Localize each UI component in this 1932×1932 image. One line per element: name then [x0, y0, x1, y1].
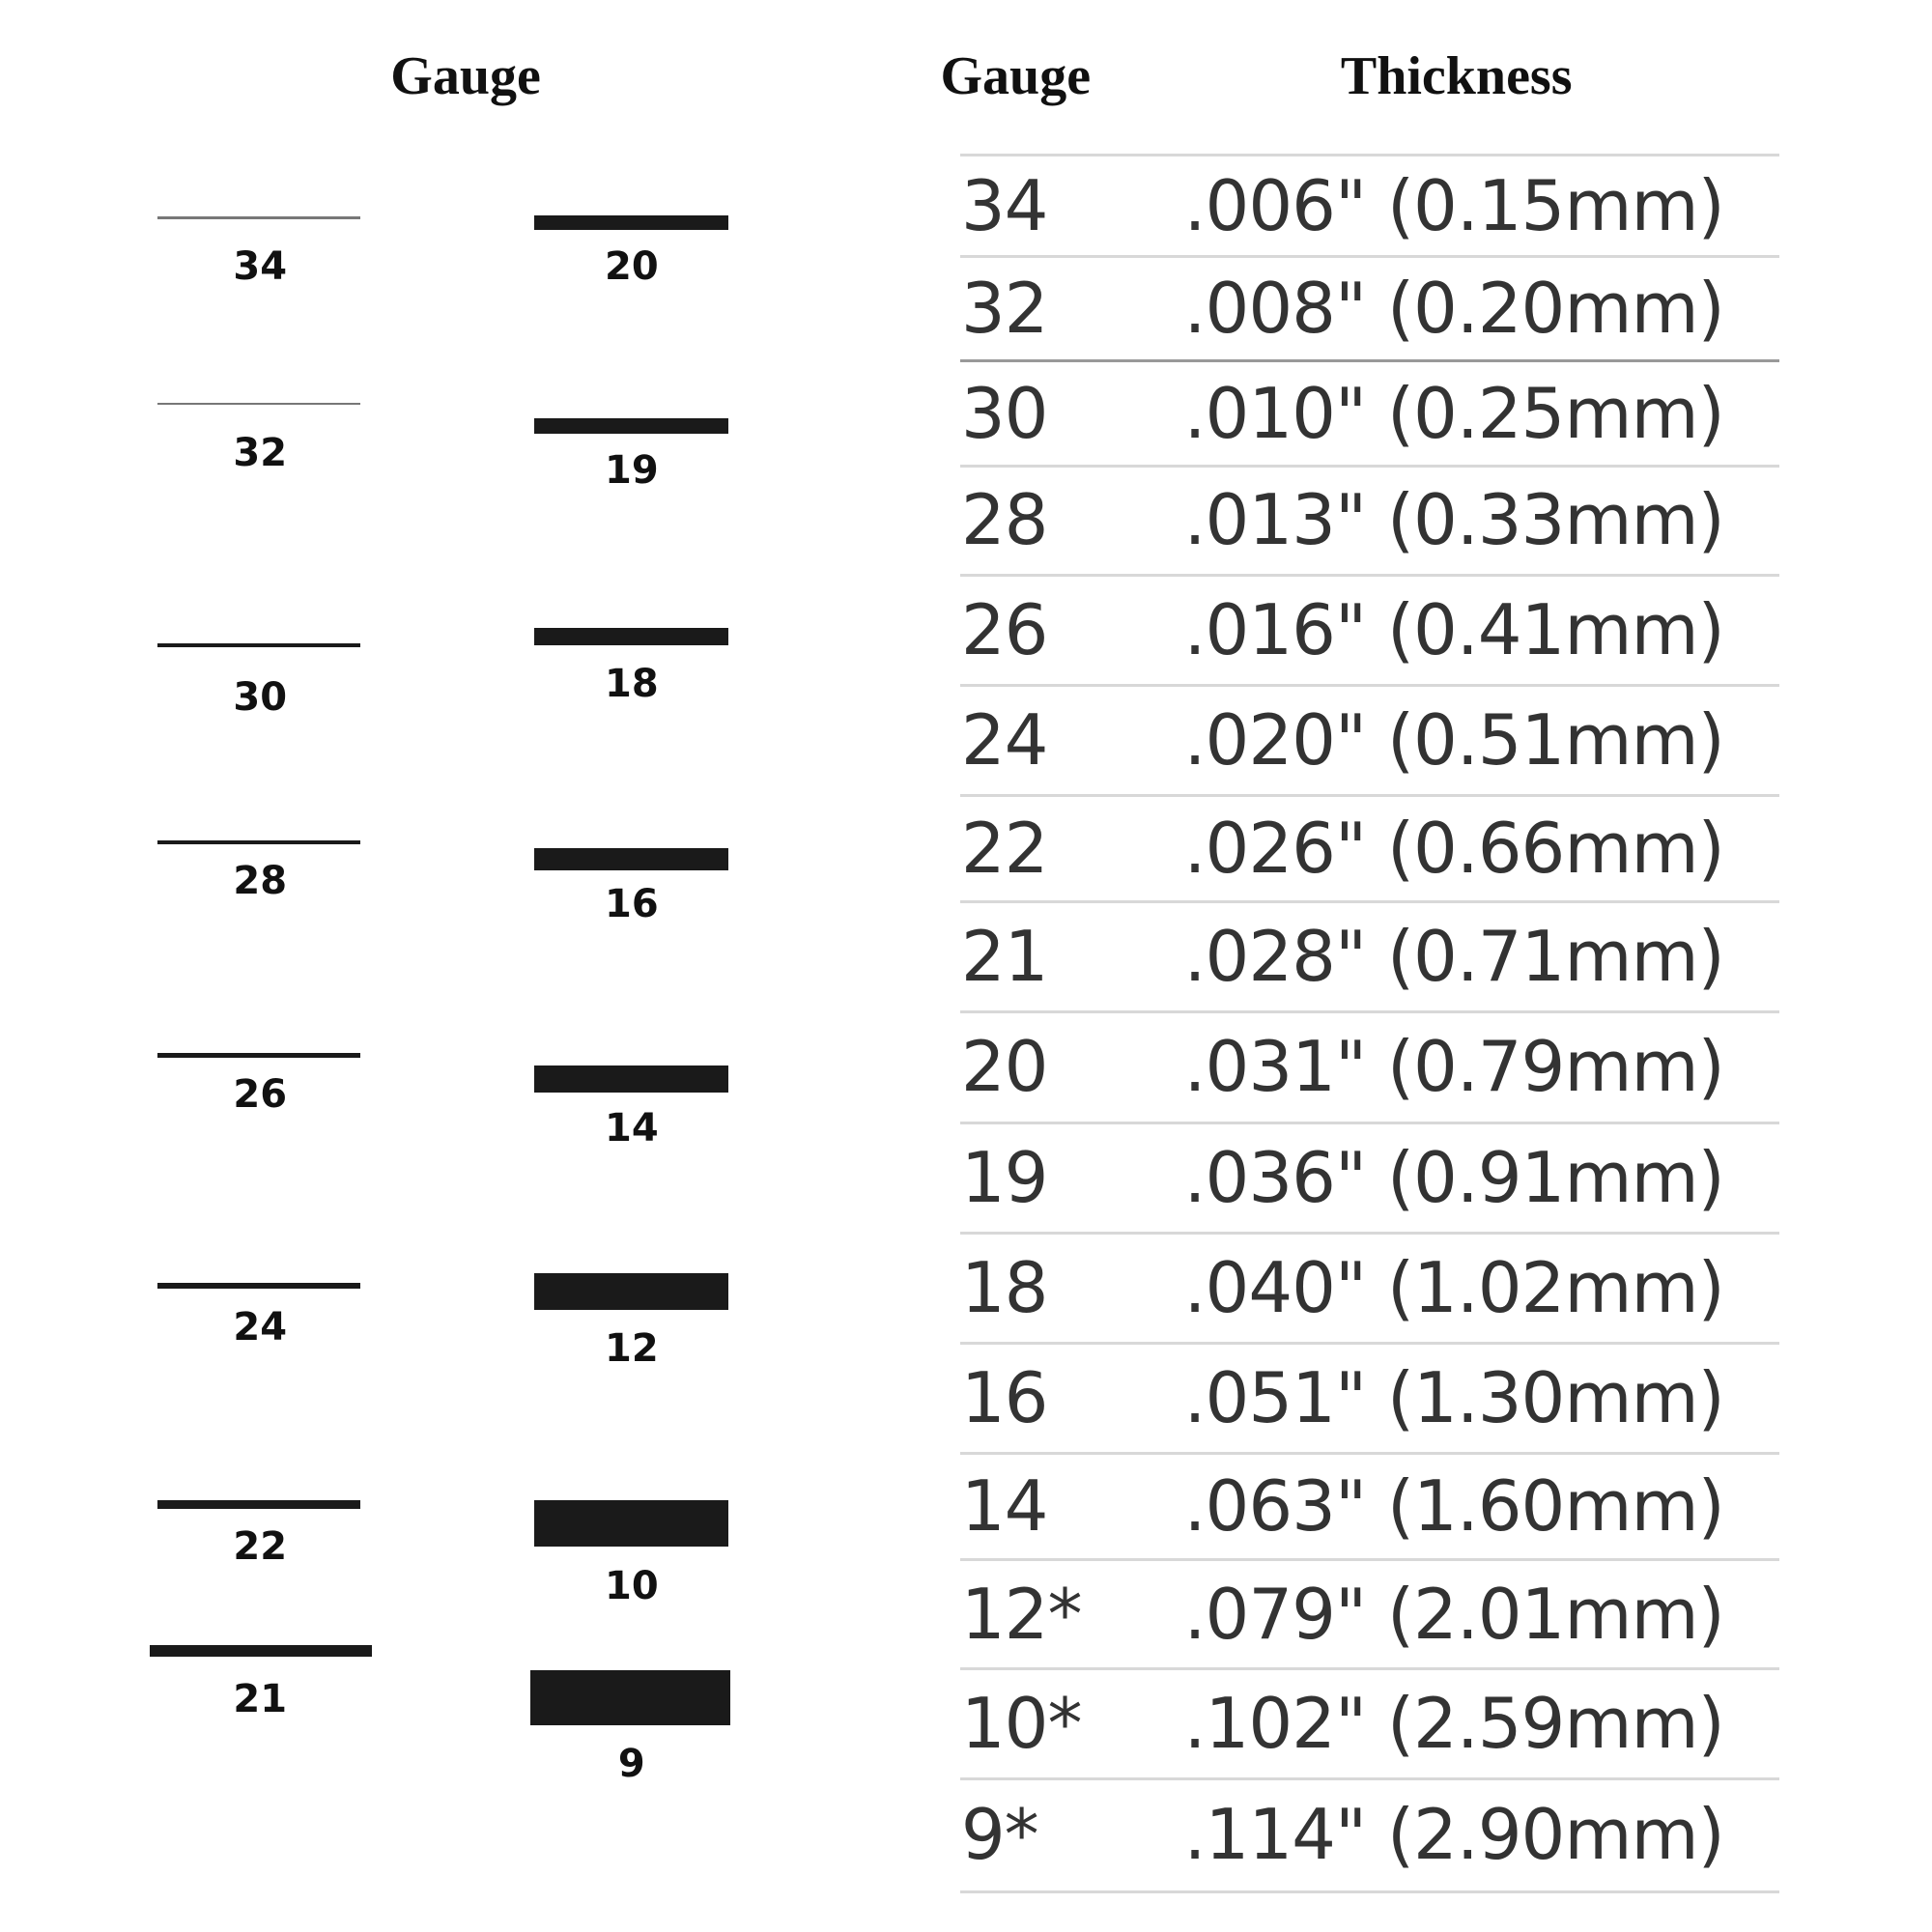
gauge-cell: 19 [960, 1136, 1049, 1218]
swatch-label: 10 [605, 1564, 659, 1609]
row-divider [960, 255, 1779, 259]
gauge-cell: 26 [960, 588, 1049, 670]
gauge-cell: 21 [960, 916, 1049, 998]
swatch-label: 26 [233, 1072, 288, 1118]
row-divider [960, 1231, 1779, 1235]
row-divider [960, 900, 1779, 904]
thickness-cell: .028" (0.71mm) [1183, 916, 1725, 998]
gauge-swatch [533, 1272, 728, 1311]
thickness-cell: .006" (0.15mm) [1183, 164, 1725, 246]
swatch-label: 19 [605, 448, 659, 494]
panel-title: Gauge [390, 46, 541, 107]
swatch-label: 12 [605, 1326, 659, 1372]
thickness-cell: .026" (0.66mm) [1183, 808, 1725, 890]
thickness-cell: .040" (1.02mm) [1183, 1246, 1725, 1328]
column-header: Gauge [940, 46, 1092, 107]
row-divider [960, 1341, 1779, 1345]
gauge-swatch [529, 1670, 731, 1725]
gauge-cell: 30 [960, 372, 1049, 454]
gauge-swatch [150, 1644, 372, 1658]
thickness-cell: .079" (2.01mm) [1183, 1573, 1725, 1655]
gauge-swatch [533, 628, 728, 645]
swatch-label: 18 [605, 661, 659, 706]
gauge-cell: 22 [960, 808, 1049, 890]
thickness-cell: .020" (0.51mm) [1183, 699, 1725, 781]
gauge-cell: 9* [960, 1794, 1039, 1876]
gauge-cell: 20 [960, 1026, 1049, 1108]
row-divider [960, 1558, 1779, 1562]
gauge-cell: 32 [960, 268, 1049, 350]
thickness-cell: .063" (1.60mm) [1183, 1464, 1725, 1547]
swatch-label: 16 [605, 881, 659, 926]
swatch-label: 28 [233, 858, 288, 903]
row-divider [960, 154, 1779, 157]
swatch-label: 24 [233, 1305, 288, 1350]
swatch-label: 14 [605, 1105, 659, 1151]
thickness-cell: .102" (2.59mm) [1183, 1682, 1725, 1764]
swatch-label: 22 [233, 1524, 288, 1570]
thickness-cell: .010" (0.25mm) [1183, 372, 1725, 454]
gauge-swatch [156, 643, 361, 647]
row-divider [960, 573, 1779, 577]
gauge-swatch [156, 1282, 361, 1289]
gauge-swatch [156, 1052, 361, 1058]
gauge-swatch [533, 1499, 728, 1548]
swatch-label: 30 [233, 674, 288, 720]
thickness-cell: .051" (1.30mm) [1183, 1356, 1725, 1438]
thickness-cell: .114" (2.90mm) [1183, 1794, 1725, 1876]
gauge-swatch [156, 402, 361, 406]
swatch-label: 34 [233, 243, 288, 289]
thickness-cell: .036" (0.91mm) [1183, 1136, 1725, 1218]
gauge-cell: 34 [960, 164, 1049, 246]
row-divider [960, 1121, 1779, 1124]
gauge-swatch [533, 215, 728, 231]
swatch-label: 9 [617, 1741, 645, 1786]
column-header: Thickness [1340, 46, 1573, 107]
gauge-cell: 16 [960, 1356, 1049, 1438]
gauge-swatch [533, 418, 728, 434]
row-divider [960, 1010, 1779, 1014]
swatch-label: 32 [233, 431, 288, 476]
gauge-cell: 10* [960, 1682, 1083, 1764]
thickness-cell: .016" (0.41mm) [1183, 588, 1725, 670]
gauge-cell: 24 [960, 699, 1049, 781]
gauge-swatch [156, 1500, 361, 1510]
row-divider [960, 359, 1779, 363]
row-divider [960, 794, 1779, 798]
thickness-cell: .008" (0.20mm) [1183, 268, 1725, 350]
gauge-swatch [533, 1065, 728, 1093]
gauge-cell: 14 [960, 1464, 1049, 1547]
row-divider [960, 1889, 1779, 1893]
row-divider [960, 1777, 1779, 1781]
gauge-swatch [156, 216, 361, 219]
thickness-cell: .031" (0.79mm) [1183, 1026, 1725, 1108]
row-divider [960, 1666, 1779, 1670]
row-divider [960, 465, 1779, 469]
swatch-label: 20 [605, 243, 659, 289]
gauge-cell: 12* [960, 1573, 1083, 1655]
swatch-label: 21 [233, 1676, 288, 1721]
gauge-swatch [156, 839, 361, 844]
thickness-cell: .013" (0.33mm) [1183, 479, 1725, 561]
gauge-cell: 18 [960, 1246, 1049, 1328]
gauge-swatch [533, 848, 728, 871]
row-divider [960, 683, 1779, 687]
row-divider [960, 1451, 1779, 1455]
gauge-cell: 28 [960, 479, 1049, 561]
